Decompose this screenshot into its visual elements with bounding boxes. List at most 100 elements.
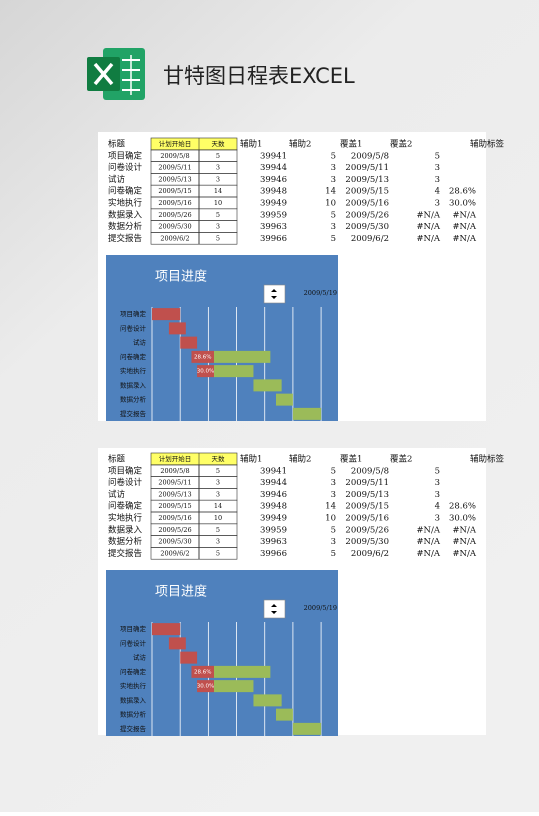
table-cell: 3: [435, 199, 440, 209]
table-cell: 2009/6/2: [160, 549, 189, 557]
table-cell: 14: [214, 502, 222, 510]
task-label: 试访: [133, 338, 147, 347]
table-cell: 3: [331, 490, 336, 500]
done-bar: [168, 322, 186, 335]
table-cell: 2009/5/15: [158, 187, 191, 195]
column-header: 标题: [108, 454, 126, 465]
todo-bar: [253, 694, 282, 707]
table-cell: 3: [331, 163, 336, 173]
column-header: 辅助1: [240, 454, 262, 465]
column-header: 天数: [212, 139, 226, 148]
table-cell: #N/A: [452, 234, 476, 244]
table-cell: #N/A: [452, 222, 476, 232]
task-label: 数据分析: [120, 710, 147, 719]
excel-icon: [87, 48, 145, 100]
table-cell: 3: [216, 490, 220, 498]
table-cell: 30.0%: [449, 514, 476, 524]
table-cell: 2009/5/13: [158, 490, 191, 498]
table-cell: 39944: [260, 163, 287, 173]
table-cell: 3: [435, 478, 440, 488]
table-cell: 5: [331, 466, 336, 476]
task-label: 提交报告: [120, 409, 147, 418]
todo-bar: [292, 722, 322, 735]
table-cell: 10: [325, 199, 336, 209]
table-cell: 数据录入: [108, 209, 143, 220]
table-cell: 39963: [260, 537, 287, 547]
table-cell: 3: [435, 514, 440, 524]
table-cell: 问卷设计: [108, 162, 143, 173]
chart-date: 2009/5/19: [304, 604, 337, 612]
table-cell: #N/A: [452, 549, 476, 559]
cell-border: [198, 547, 238, 560]
done-bar: [180, 336, 198, 349]
table-cell: 5: [435, 151, 440, 161]
table-cell: 2009/5/30: [158, 538, 191, 546]
table-cell: 2009/5/26: [345, 210, 389, 220]
column-header: 辅助标签: [470, 454, 505, 465]
progress-label: 28.6%: [194, 354, 211, 360]
table-cell: 3: [331, 537, 336, 547]
spinner: [263, 599, 286, 619]
todo-bar: [292, 407, 322, 420]
table-cell: #N/A: [416, 537, 440, 547]
column-header: 覆盖1: [340, 454, 362, 465]
table-cell: 39959: [260, 210, 287, 220]
todo-bar: [214, 350, 271, 363]
table-cell: 5: [216, 467, 220, 475]
table-cell: 39941: [260, 466, 287, 476]
task-label: 数据录入: [120, 380, 147, 389]
done-bar: [152, 308, 181, 321]
table-cell: 2009/5/13: [345, 490, 389, 500]
table-cell: 2009/5/13: [345, 175, 389, 185]
table-cell: 试访: [108, 489, 126, 500]
table-cell: #N/A: [416, 234, 440, 244]
page-title: 甘特图日程表EXCEL: [163, 64, 355, 88]
table-cell: 试访: [108, 174, 126, 185]
table-cell: 5: [216, 152, 220, 160]
table-cell: 28.6%: [449, 502, 476, 512]
table-cell: 39959: [260, 525, 287, 535]
table-cell: #N/A: [416, 222, 440, 232]
table-cell: 2009/5/26: [158, 211, 191, 219]
todo-bar: [253, 379, 282, 392]
task-label: 数据录入: [120, 695, 147, 704]
done-bar: [180, 651, 198, 664]
done-bar: [152, 623, 181, 636]
table-cell: 39949: [260, 199, 287, 209]
table-cell: 问卷确定: [108, 501, 143, 512]
table-cell: #N/A: [416, 525, 440, 535]
table-cell: 2009/5/11: [345, 478, 389, 488]
table-cell: 数据录入: [108, 524, 143, 535]
table-cell: 5: [216, 549, 220, 557]
table-cell: 28.6%: [449, 187, 476, 197]
progress-label: 30.0%: [197, 684, 214, 690]
table-cell: 2009/6/2: [351, 234, 389, 244]
task-label: 实地执行: [120, 681, 147, 690]
column-header: 辅助2: [289, 139, 311, 150]
todo-bar: [214, 365, 254, 378]
table-cell: #N/A: [452, 537, 476, 547]
table-cell: 5: [216, 234, 220, 242]
column-header: 计划开始日: [159, 454, 192, 463]
table-cell: 3: [216, 479, 220, 487]
task-label: 试访: [133, 653, 147, 662]
column-header: 覆盖2: [390, 139, 412, 150]
table-cell: 2009/6/2: [351, 549, 389, 559]
table-cell: 39941: [260, 151, 287, 161]
table-cell: 3: [435, 163, 440, 173]
table-cell: 5: [331, 525, 336, 535]
table-cell: 2009/5/16: [158, 199, 191, 207]
column-header: 覆盖2: [390, 454, 412, 465]
table-cell: 项目确定: [108, 465, 143, 476]
column-header: 天数: [212, 454, 226, 463]
table-cell: 2009/5/15: [345, 502, 389, 512]
table-cell: 2009/5/16: [345, 514, 389, 524]
chart-panel: [106, 570, 338, 736]
table-cell: 项目确定: [108, 150, 143, 161]
table-cell: 2009/5/11: [158, 479, 191, 487]
table-cell: 3: [331, 175, 336, 185]
progress-label: 30.0%: [197, 369, 214, 375]
table-cell: 39966: [260, 549, 287, 559]
